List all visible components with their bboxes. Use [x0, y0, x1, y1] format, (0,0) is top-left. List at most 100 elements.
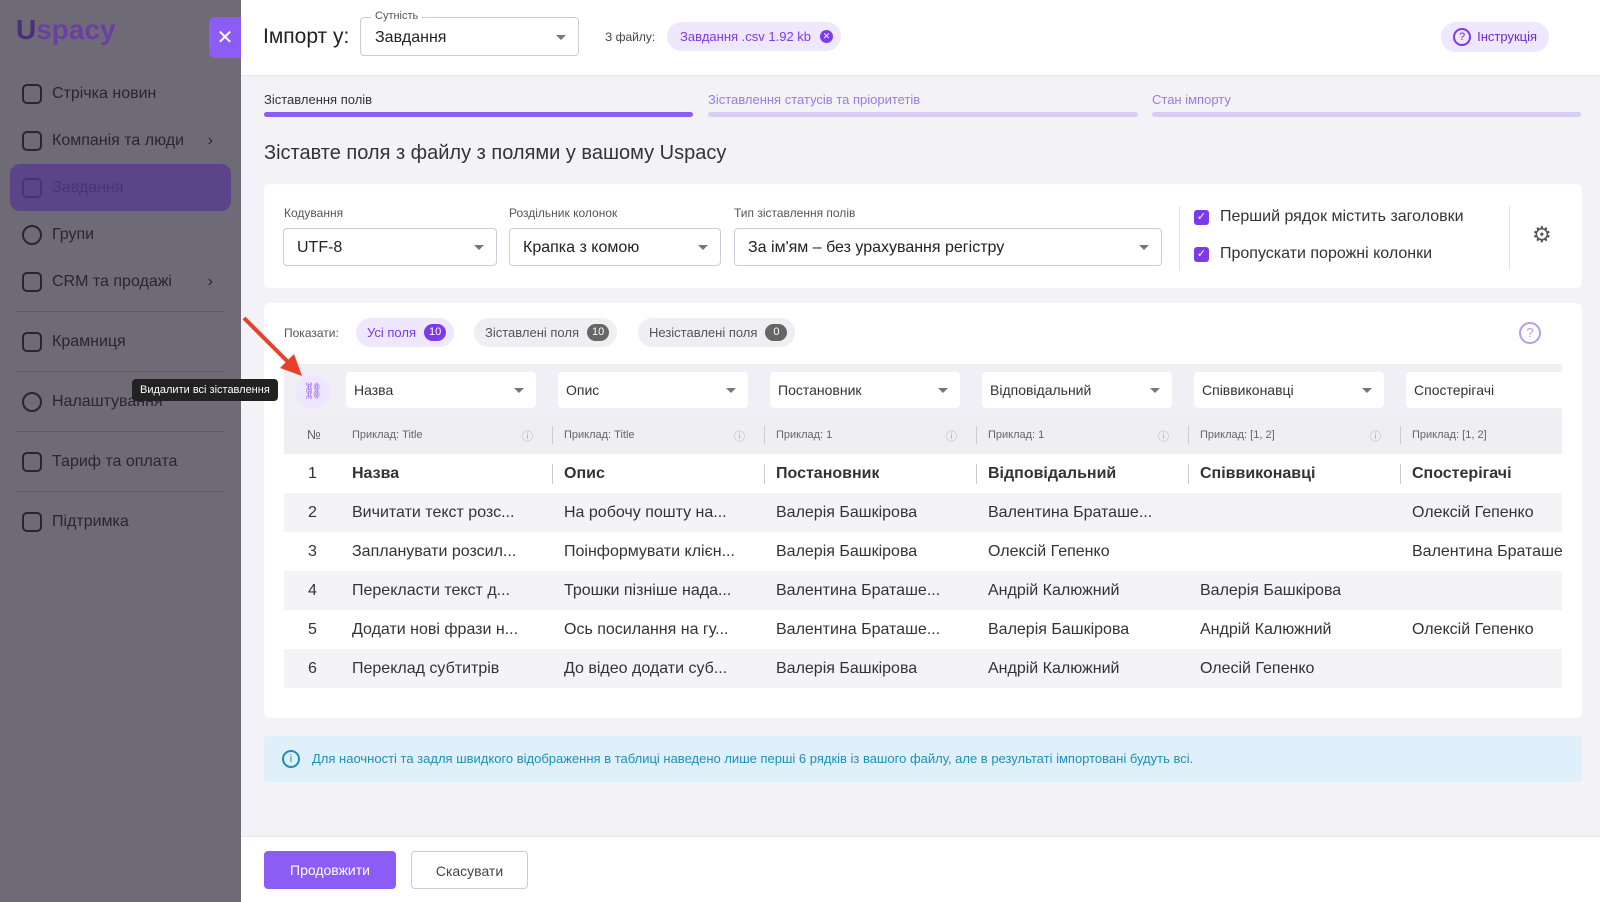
remove-file-icon[interactable]: ✕ [820, 30, 834, 43]
match-type-label: Тип зіставлення полів [734, 206, 856, 220]
mapping-value: Постановник [778, 382, 862, 398]
filter-text: Незіставлені поля [649, 325, 758, 340]
mapping-value: Назва [354, 382, 394, 398]
column-divider [976, 426, 977, 444]
table-cell: Опис [564, 465, 605, 482]
sidebar: Uspacy Стрічка новин Компанія та люди › З… [0, 0, 241, 902]
table-cell: Перекласти текст д... [352, 582, 510, 599]
column-mapping-select[interactable]: Опис [558, 372, 748, 408]
example-label: Приклад: [1, 2] [1412, 429, 1487, 441]
info-icon: ⓘ [734, 431, 745, 443]
unlink-all-icon[interactable]: ⛓ [296, 375, 330, 409]
match-type-select[interactable]: За ім'ям – без урахування регістру [734, 228, 1162, 266]
table-cell: Валентина Браташе [1412, 543, 1562, 560]
mapping-value: Опис [566, 382, 600, 398]
sidebar-item-tasks[interactable]: Завдання [10, 164, 231, 211]
sidebar-item-groups[interactable]: Групи [0, 211, 241, 258]
example-label: Приклад: Title [564, 429, 635, 441]
table-cell: Валерія Башкірова [776, 660, 918, 677]
checkbox-label: Перший рядок містить заголовки [1220, 208, 1464, 225]
table-cell: Переклад субтитрів [352, 660, 500, 677]
info-icon: ⓘ [522, 431, 533, 443]
column-mapping-select[interactable]: Спостерігачі [1406, 372, 1562, 408]
filter-all[interactable]: Усі поля 10 [356, 318, 455, 347]
step-progress [264, 112, 693, 117]
filter-mapped[interactable]: Зіставлені поля 10 [474, 318, 618, 347]
count-badge: 10 [424, 324, 447, 341]
tooltip: Видалити всі зіставлення [132, 379, 278, 401]
divider [1509, 206, 1510, 270]
sidebar-item-news[interactable]: Стрічка новин [0, 70, 241, 117]
step-label: Зіставлення полів [264, 92, 373, 107]
step-status-mapping[interactable]: Зіставлення статусів та пріоритетів [708, 92, 1138, 117]
sidebar-item-label: Крамниця [52, 332, 126, 350]
chevron-down-icon [938, 388, 948, 393]
sidebar-item-crm[interactable]: CRM та продажі › [0, 258, 241, 305]
sidebar-item-company[interactable]: Компанія та люди › [0, 117, 241, 164]
close-panel-button[interactable]: ✕ [209, 17, 241, 58]
gear-icon[interactable]: ⚙ [1532, 222, 1552, 247]
table-cell: 1 [308, 465, 317, 482]
chevron-down-icon [474, 245, 484, 250]
chevron-down-icon [726, 388, 736, 393]
table-cell: Валерія Башкірова [988, 621, 1130, 638]
count-badge: 10 [587, 324, 610, 341]
step-import-status[interactable]: Стан імпорту [1152, 92, 1581, 117]
mapping-value: Спостерігачі [1414, 382, 1495, 398]
sidebar-item-store[interactable]: Крамниця [0, 318, 241, 365]
file-label: З файлу: [605, 30, 656, 44]
table-cell: 4 [308, 582, 317, 599]
encoding-select[interactable]: UTF-8 [283, 228, 497, 266]
column-mapping-select[interactable]: Назва [346, 372, 536, 408]
column-mapping-select[interactable]: Відповідальний [982, 372, 1172, 408]
gear-icon [22, 391, 42, 412]
sidebar-item-billing[interactable]: Тариф та оплата [0, 438, 241, 485]
entity-value: Завдання [375, 29, 447, 46]
home-icon [22, 83, 42, 104]
example-label: Приклад: Title [352, 429, 423, 441]
cancel-button[interactable]: Скасувати [411, 851, 528, 889]
users-icon [22, 224, 42, 245]
database-icon [22, 271, 42, 292]
entity-select[interactable]: Сутність Завдання [360, 10, 579, 56]
first-row-headers-checkbox[interactable]: ✓ Перший рядок містить заголовки [1194, 208, 1464, 226]
table-row: 6 Переклад субтитрів До відео додати суб..… [284, 649, 1562, 688]
filter-unmapped[interactable]: Незіставлені поля 0 [638, 318, 796, 347]
instruction-label: Інструкція [1477, 29, 1537, 44]
help-icon[interactable]: ? [1519, 322, 1541, 344]
table-row: 3 Запланувати розсил... Поінформувати кліє… [284, 532, 1562, 571]
file-name: Завдання .csv 1.92 kb [680, 29, 812, 44]
divider [16, 371, 225, 372]
delimiter-select[interactable]: Крапка з комою [509, 228, 721, 266]
info-icon: ⓘ [946, 431, 957, 443]
checkbox-label: Пропускати порожні колонки [1220, 245, 1433, 262]
column-mapping-select[interactable]: Співвиконавці [1194, 372, 1384, 408]
column-divider [1188, 464, 1189, 484]
table-cell: Співвиконавці [1200, 465, 1316, 482]
column-mapping-select[interactable]: Постановник [770, 372, 960, 408]
table-cell: Валерія Башкірова [776, 543, 918, 560]
table-cell: 5 [308, 621, 317, 638]
file-chip: Завдання .csv 1.92 kb ✕ [667, 22, 842, 51]
instruction-button[interactable]: ? Інструкція [1441, 22, 1549, 52]
column-divider [1188, 426, 1189, 444]
step-field-mapping[interactable]: Зіставлення полів [264, 92, 693, 117]
logo[interactable]: Uspacy [16, 14, 116, 45]
sidebar-item-support[interactable]: Підтримка [0, 498, 241, 545]
table-cell: Поінформувати клієн... [564, 543, 735, 560]
table-cell: Валентина Браташе... [776, 621, 941, 638]
skip-empty-columns-checkbox[interactable]: ✓ Пропускати порожні колонки [1194, 245, 1432, 263]
example-label: Приклад: 1 [776, 429, 833, 441]
continue-button[interactable]: Продовжити [264, 851, 396, 889]
info-banner: i Для наочності та задля швидкого відобра… [264, 736, 1582, 782]
info-icon: ⓘ [1158, 431, 1169, 443]
table-cell: Запланувати розсил... [352, 543, 517, 560]
entity-label: Сутність [371, 10, 423, 22]
table-cell: Спостерігачі [1412, 465, 1512, 482]
number-header: № [307, 427, 321, 442]
footer: Продовжити Скасувати [241, 836, 1600, 902]
chevron-down-icon [698, 245, 708, 250]
sidebar-item-label: Стрічка новин [52, 84, 157, 102]
table-cell: Постановник [776, 465, 880, 482]
table-cell: Трошки пізніше нада... [564, 582, 732, 599]
